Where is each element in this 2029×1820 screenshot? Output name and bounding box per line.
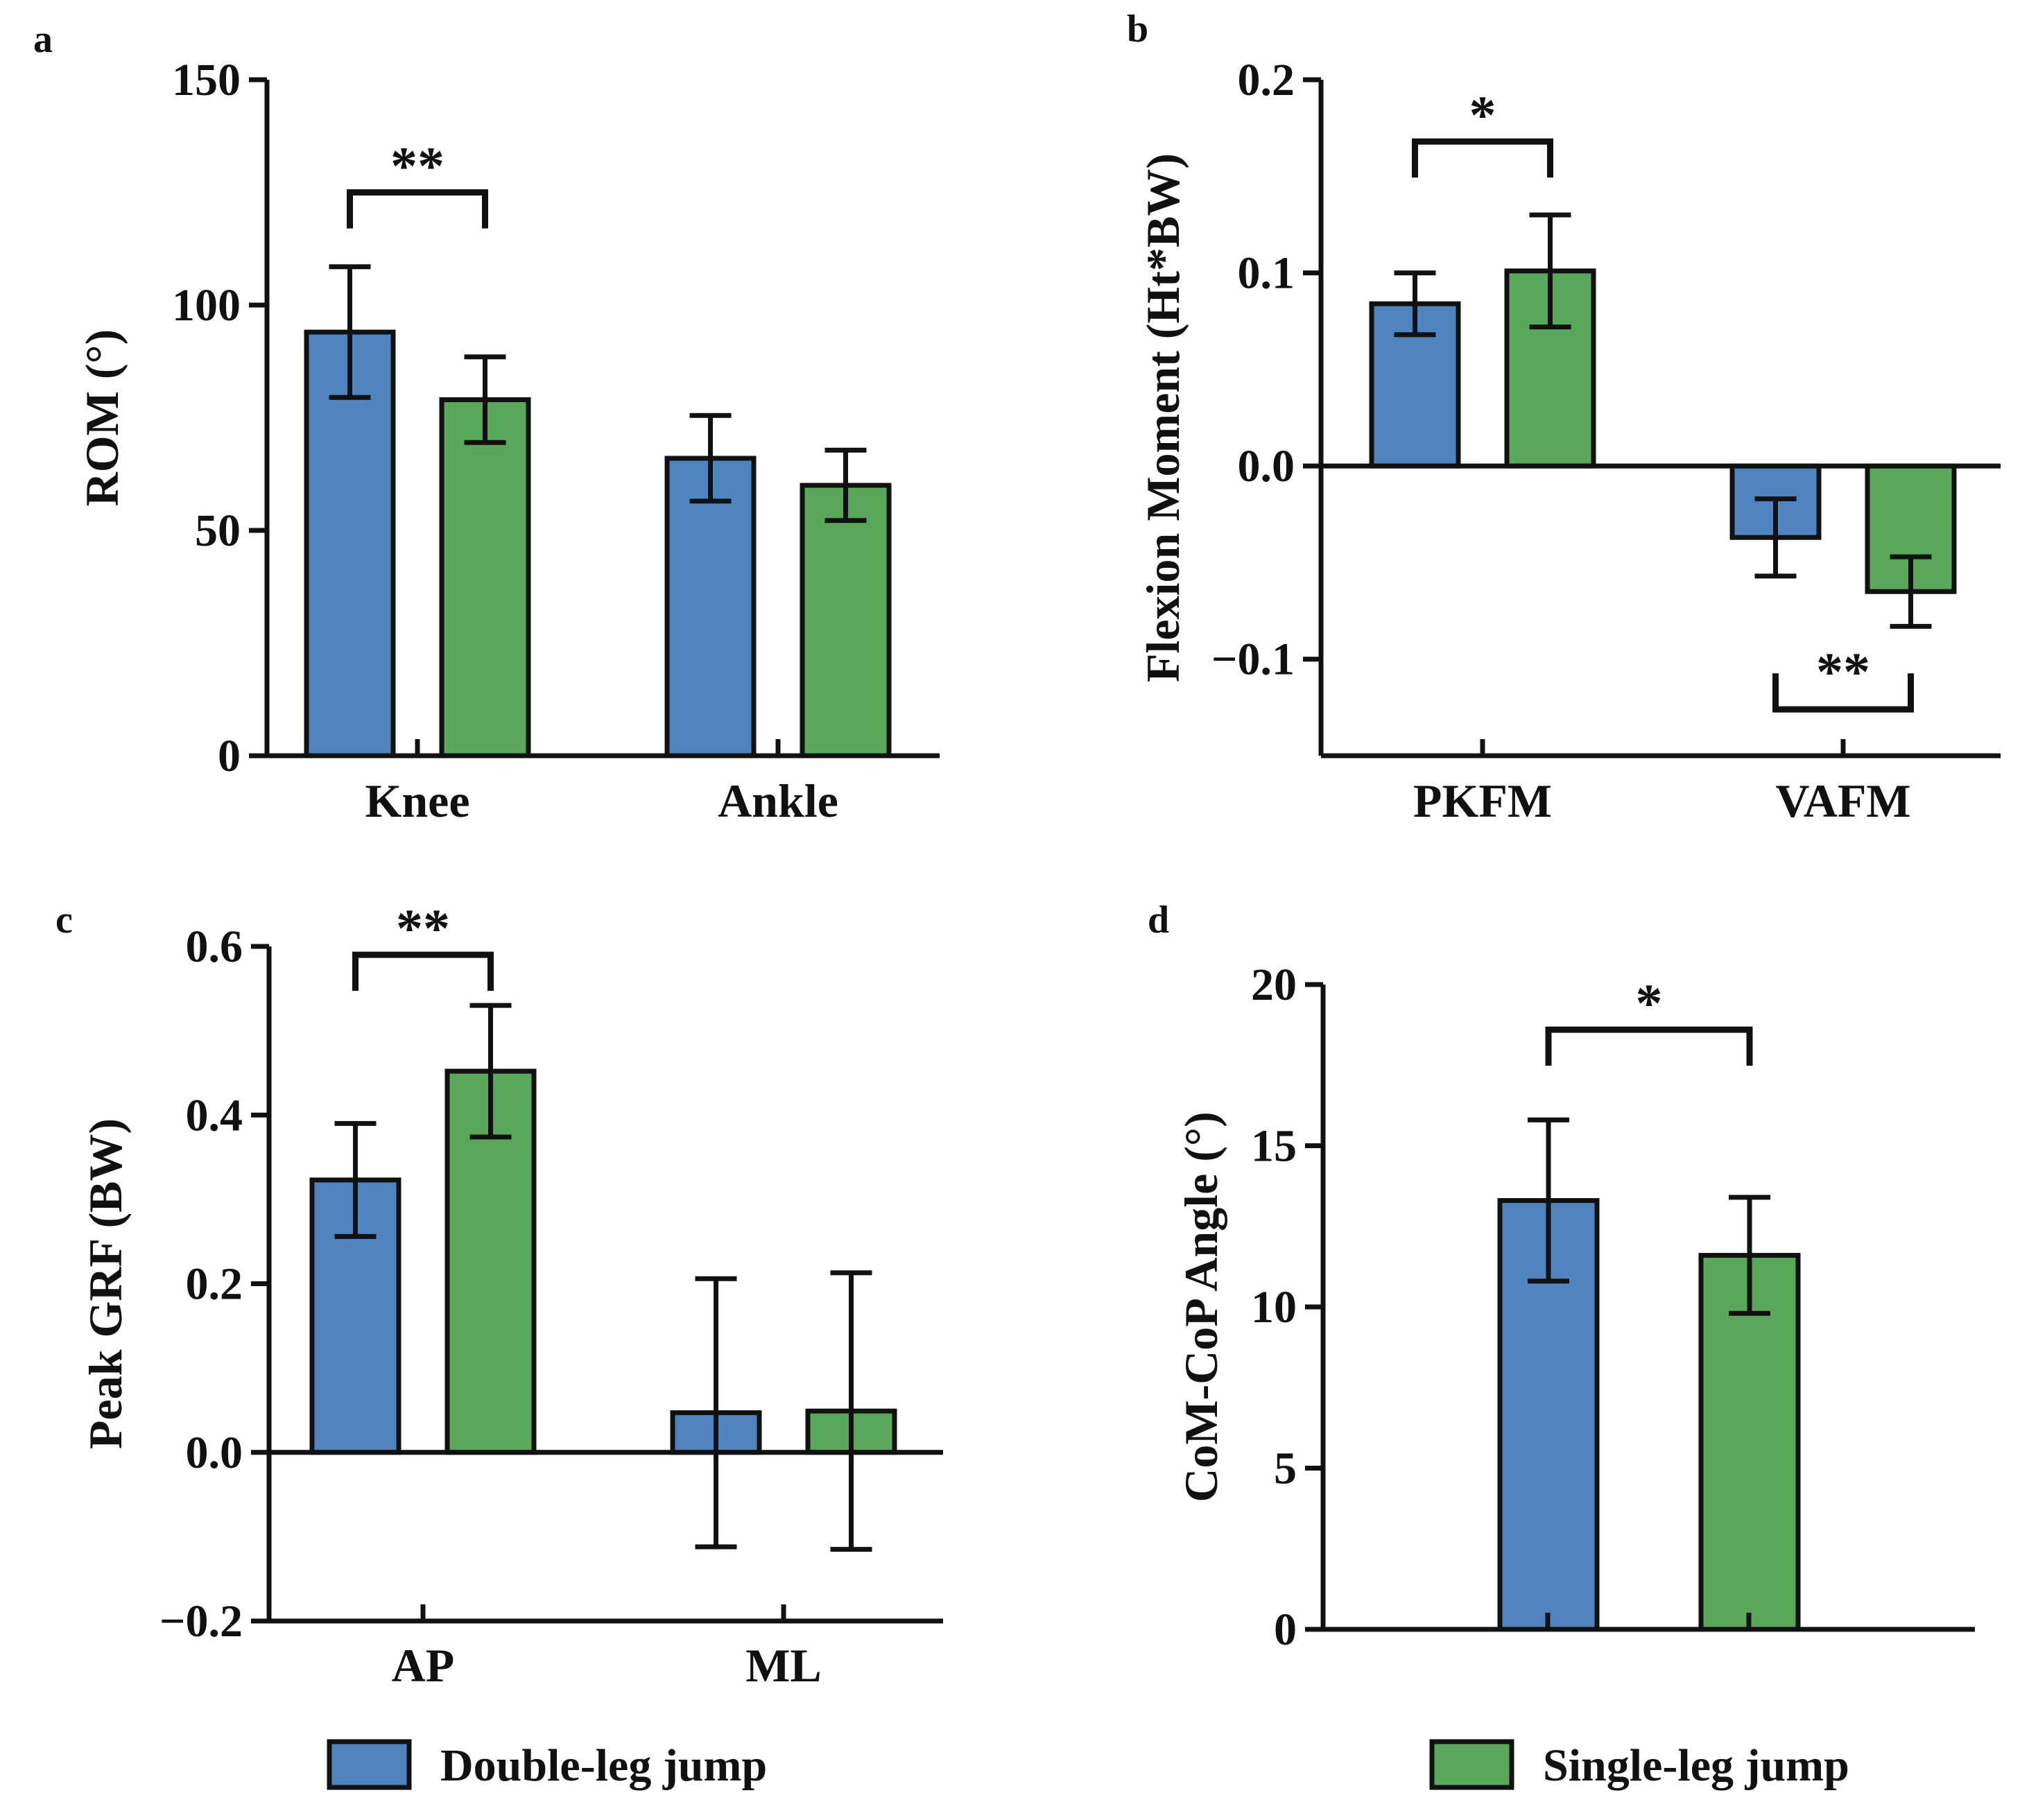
- errorbar-a-0-1: [689, 413, 732, 504]
- y-tick-label-b-3: 0.2: [1238, 55, 1295, 105]
- plot-d: 0 5 10 15 20 CoM-CoP Angle (°) *: [1175, 960, 1975, 1655]
- y-tick-label-d-3: 15: [1251, 1121, 1297, 1172]
- panel-letter-b: b: [1127, 8, 1148, 51]
- y-tick-label-c-4: 0.6: [186, 921, 243, 972]
- panel-letter-d: d: [1148, 899, 1169, 942]
- y-tick-label-d-4: 20: [1251, 960, 1297, 1010]
- legend-item-single-leg: Single-leg jump: [1429, 1739, 1849, 1791]
- y-tick-label-c-3: 0.4: [186, 1090, 243, 1141]
- significance-label-d-0: *: [1636, 973, 1663, 1033]
- significance-bracket-d-0: [1545, 1026, 1753, 1066]
- legend-swatch-double-leg: [327, 1739, 412, 1790]
- bar-a-single-0: [439, 397, 531, 759]
- significance-bracket-b-1: [1772, 673, 1914, 713]
- legend-swatch-single-leg: [1429, 1739, 1514, 1790]
- y-tick-label-a-3: 150: [172, 55, 241, 105]
- errorbar-d-0-0: [1528, 1117, 1569, 1284]
- y-axis-title-a: ROM (°): [76, 329, 128, 507]
- panel-c: c −0.2 0.0 0.2 0.4 0.6 AP ML Peak GRF (BW) **: [55, 898, 943, 1692]
- errorbar-b-0-1: [1754, 496, 1797, 579]
- y-tick-label-a-0: 0: [218, 731, 241, 781]
- significance-label-a-0: **: [390, 136, 444, 196]
- significance-label-c-0: **: [396, 898, 450, 958]
- errorbar-a-1-0: [464, 354, 506, 445]
- errorbar-b-1-0: [1529, 212, 1571, 330]
- legend-label-single-leg: Single-leg jump: [1543, 1740, 1849, 1791]
- errorbar-a-0-0: [329, 264, 371, 400]
- y-tick-label-b-1: 0.0: [1238, 441, 1295, 492]
- y-axis-title-d: CoM-CoP Angle (°): [1175, 1111, 1227, 1502]
- legend: Double-leg jump Single-leg jump: [327, 1739, 1849, 1791]
- y-tick-label-c-2: 0.2: [186, 1259, 243, 1310]
- y-tick-label-a-1: 50: [195, 505, 241, 556]
- plot-b: −0.1 0.0 0.1 0.2 PKFM VAFM Flexion Moment (Ht*…: [1137, 55, 2001, 827]
- y-tick-label-b-2: 0.1: [1238, 248, 1295, 299]
- significance-bracket-a-0: [347, 189, 488, 229]
- y-tick-label-d-1: 5: [1274, 1444, 1297, 1494]
- panel-letter-c: c: [55, 899, 73, 942]
- category-label-b-1: VAFM: [1775, 774, 1910, 827]
- panel-a: a 0 50 100 150 Knee Ankle ROM (°) **: [33, 18, 940, 827]
- plot-c: −0.2 0.0 0.2 0.4 0.6 AP ML Peak GRF (BW) **: [79, 898, 943, 1692]
- panel-letter-a: a: [33, 18, 53, 61]
- y-tick-label-a-2: 100: [172, 280, 241, 331]
- legend-label-double-leg: Double-leg jump: [440, 1740, 767, 1791]
- category-label-c-1: ML: [745, 1639, 822, 1692]
- y-tick-label-d-0: 0: [1274, 1604, 1297, 1655]
- category-label-a-1: Ankle: [718, 774, 838, 827]
- errorbar-c-1-0: [469, 1003, 512, 1140]
- y-tick-label-c-1: 0.0: [186, 1428, 243, 1478]
- significance-bracket-c-0: [352, 951, 494, 991]
- category-label-a-0: Knee: [365, 774, 469, 827]
- category-label-c-0: AP: [392, 1639, 455, 1692]
- panel-d: d 0 5 10 15 20 CoM-CoP Angle (°) *: [1148, 899, 1975, 1655]
- errorbar-b-1-1: [1890, 554, 1932, 629]
- panel-b: b −0.1 0.0 0.1 0.2 PKFM VAFM Flexion Moment (H…: [1127, 8, 2001, 827]
- y-axis-title-c: Peak GRF (BW): [79, 1118, 132, 1449]
- significance-label-b-0: *: [1469, 85, 1496, 145]
- y-tick-label-d-2: 10: [1251, 1282, 1297, 1333]
- y-tick-label-b-0: −0.1: [1211, 634, 1295, 685]
- plot-a: 0 50 100 150 Knee Ankle ROM (°) **: [76, 55, 940, 827]
- legend-item-double-leg: Double-leg jump: [327, 1739, 767, 1791]
- bar-a-single-1: [800, 483, 892, 759]
- category-label-b-0: PKFM: [1413, 774, 1552, 827]
- errorbar-a-1-1: [824, 447, 867, 523]
- significance-label-b-1: **: [1816, 641, 1870, 702]
- y-tick-label-c-0: −0.2: [159, 1596, 243, 1647]
- errorbar-c-0-0: [334, 1120, 377, 1239]
- significance-bracket-b-0: [1412, 138, 1553, 178]
- errorbar-c-0-1: [695, 1276, 737, 1550]
- errorbar-c-1-1: [830, 1270, 872, 1552]
- y-axis-title-b: Flexion Moment (Ht*BW): [1137, 153, 1189, 682]
- errorbar-d-1-0: [1729, 1195, 1770, 1316]
- errorbar-b-0-0: [1394, 270, 1436, 338]
